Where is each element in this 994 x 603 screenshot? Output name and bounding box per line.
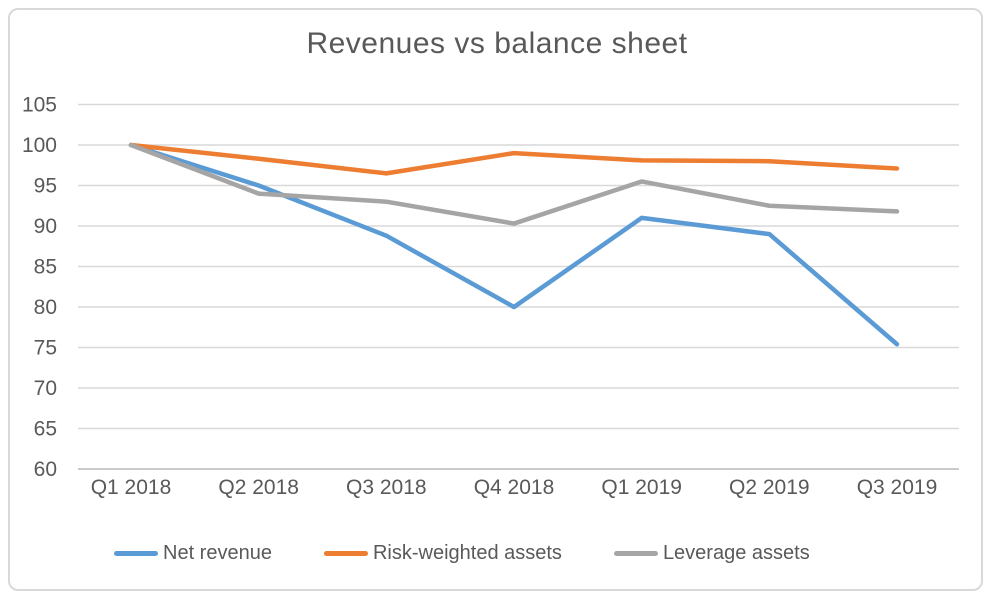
y-axis-tick-label: 95 — [34, 175, 57, 198]
x-axis-label: Q1 2019 — [601, 476, 682, 499]
legend-item-net-revenue: Net revenue — [114, 542, 272, 565]
legend-label: Net revenue — [163, 541, 272, 564]
chart-title: Revenues vs balance sheet — [306, 27, 688, 60]
x-axis-label: Q1 2018 — [91, 476, 172, 499]
series-line-leverage-assets — [128, 142, 900, 226]
y-axis-tick-label: 75 — [34, 337, 57, 360]
legend-label: Risk-weighted assets — [372, 541, 562, 564]
y-axis-tick-label: 90 — [34, 215, 57, 238]
x-axis-label: Q2 2018 — [218, 476, 299, 499]
y-axis-tick-label: 80 — [34, 296, 57, 319]
y-axis-tick-label: 100 — [22, 134, 57, 157]
x-axis-label: Q2 2019 — [729, 476, 810, 499]
x-axis-label: Q3 2018 — [346, 476, 427, 499]
y-axis-tick-label: 60 — [34, 458, 57, 481]
y-axis-tick-label: 65 — [34, 418, 57, 441]
y-axis-tick-label: 70 — [34, 377, 57, 400]
legend-item-risk-weighted-assets: Risk-weighted assets — [323, 541, 562, 565]
y-axis-tick-label: 105 — [22, 94, 57, 117]
series-line-risk-weighted-assets — [128, 142, 900, 176]
x-axis-label: Q3 2019 — [857, 476, 938, 499]
x-axis-label: Q4 2018 — [474, 476, 555, 499]
legend-label: Leverage assets — [662, 541, 810, 564]
legend-item-leverage-assets: Leverage assets — [613, 541, 810, 565]
leverage-assets-line-swatch-icon — [613, 550, 658, 556]
series-line-net-revenue — [128, 142, 900, 347]
risk-weighted-assets-line-swatch-icon — [323, 550, 368, 556]
y-axis-tick-label: 85 — [34, 256, 57, 279]
legend: Net revenue Risk-weighted assets Leverag… — [114, 541, 810, 565]
net-revenue-line-swatch-icon — [114, 550, 158, 556]
